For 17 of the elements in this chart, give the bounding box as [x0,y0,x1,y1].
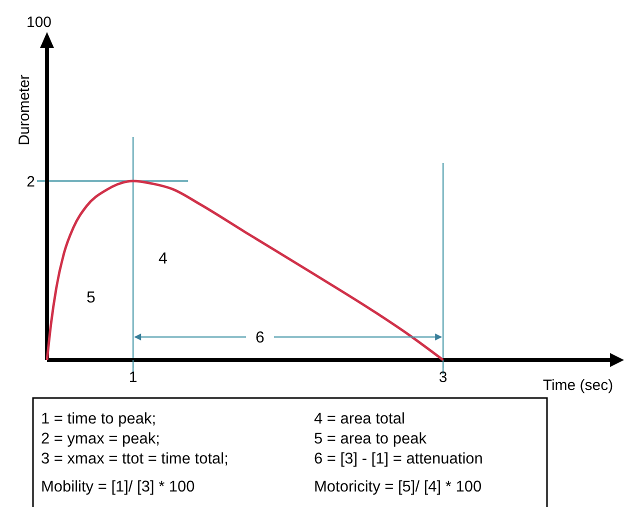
text: 1 = time to peak; [41,410,156,428]
x-axis-title: Time (sec) [542,377,614,394]
annotation: 4 [158,250,168,268]
text: 2 [26,173,35,190]
text: 4 = area total [314,410,405,428]
text: Mobility = [1]/ [3] * 100 [41,478,196,496]
x-tick-label: 3 [438,369,448,386]
text: 2 = ymax = peak; [41,430,160,448]
annotation: 6 [256,330,265,347]
text: 100 [26,14,52,31]
text: 6 = [3] - [1] = attenuation [314,450,483,468]
text: Motoricity = [5]/ [4] * 100 [314,478,482,496]
text: 5 = area to peak [314,430,427,448]
x-tick-label: 1 [128,369,138,386]
annotation: 5 [86,290,96,307]
text: 3 = xmax = ttot = time total; [41,450,228,468]
y-axis-title: Durometer [16,74,33,146]
